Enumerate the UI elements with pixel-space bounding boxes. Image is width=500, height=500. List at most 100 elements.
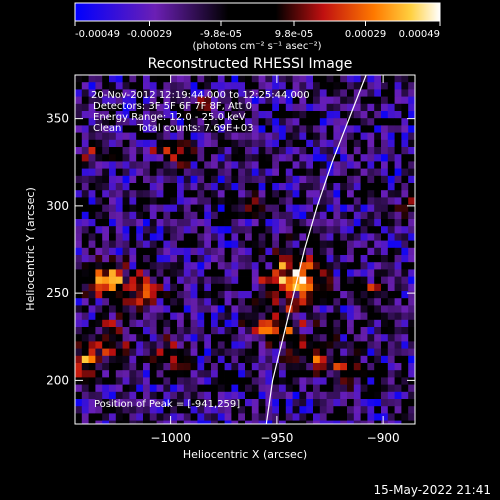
heatmap-cell <box>394 240 402 249</box>
heatmap-cell <box>204 226 212 234</box>
heatmap-cell <box>401 175 409 184</box>
colorbar-tick-label: 0.00049 <box>399 29 440 40</box>
heatmap-cell <box>156 96 164 105</box>
heatmap-cell <box>197 269 205 277</box>
heatmap-cell <box>143 312 151 321</box>
heatmap-cell <box>197 399 205 407</box>
heatmap-cell <box>313 75 321 83</box>
heatmap-cell <box>211 168 219 177</box>
heatmap-cell <box>285 132 293 141</box>
heatmap-cell <box>347 341 355 349</box>
heatmap-cell <box>285 118 293 126</box>
heatmap-cell <box>340 291 348 299</box>
heatmap-cell <box>177 247 185 256</box>
heatmap-cell <box>238 190 246 198</box>
heatmap-cell <box>115 319 123 328</box>
heatmap-cell <box>401 139 409 148</box>
heatmap-cell <box>231 82 239 90</box>
heatmap-cell <box>156 384 164 393</box>
heatmap-cell <box>149 420 157 424</box>
heatmap-cell <box>360 175 368 184</box>
heatmap-cell <box>170 413 178 421</box>
heatmap-cell <box>149 197 157 205</box>
heatmap-cell <box>177 420 185 424</box>
heatmap-cell <box>204 233 212 241</box>
heatmap-cell <box>319 111 327 119</box>
heatmap-cell <box>143 341 151 349</box>
heatmap-cell <box>272 327 280 335</box>
heatmap-cell <box>149 103 157 112</box>
heatmap-cell <box>204 291 212 299</box>
heatmap-cell <box>353 125 361 133</box>
heatmap-cell <box>306 240 314 249</box>
heatmap-cell <box>88 348 96 357</box>
heatmap-cell <box>340 125 348 133</box>
heatmap-cell <box>149 139 157 148</box>
heatmap-cell <box>183 319 191 328</box>
heatmap-cell <box>122 147 130 155</box>
heatmap-cell <box>353 391 361 400</box>
heatmap-cell <box>306 269 314 277</box>
heatmap-cell <box>306 327 314 335</box>
heatmap-cell <box>163 197 171 205</box>
heatmap-cell <box>313 312 321 321</box>
heatmap-cell <box>238 89 246 97</box>
heatmap-cell <box>299 168 307 177</box>
heatmap-cell <box>279 363 287 371</box>
heatmap-cell <box>170 168 178 177</box>
heatmap-cell <box>231 283 239 292</box>
heatmap-cell <box>299 327 307 335</box>
heatmap-cell <box>102 384 110 393</box>
heatmap-cell <box>326 139 334 148</box>
heatmap-cell <box>136 96 144 105</box>
heatmap-cell <box>333 269 341 277</box>
heatmap-cell <box>299 147 307 155</box>
heatmap-cell <box>381 89 389 97</box>
heatmap-cell <box>340 226 348 234</box>
heatmap-cell <box>109 132 117 141</box>
heatmap-cell <box>353 204 361 213</box>
heatmap-cell <box>231 413 239 421</box>
heatmap-cell <box>381 75 389 83</box>
heatmap-cell <box>231 298 239 306</box>
heatmap-cell <box>204 154 212 162</box>
heatmap-cell <box>95 399 103 407</box>
heatmap-cell <box>340 355 348 364</box>
heatmap-cell <box>95 204 103 213</box>
heatmap-cell <box>95 190 103 198</box>
heatmap-cell <box>319 348 327 357</box>
heatmap-cell <box>347 226 355 234</box>
heatmap-cell <box>353 420 361 424</box>
heatmap-cell <box>136 132 144 141</box>
heatmap-cell <box>340 204 348 213</box>
heatmap-cell <box>387 262 395 270</box>
heatmap-cell <box>217 298 225 306</box>
heatmap-cell <box>258 240 266 249</box>
heatmap-cell <box>122 204 130 213</box>
heatmap-cell <box>170 377 178 385</box>
heatmap-cell <box>272 334 280 342</box>
heatmap-cell <box>387 291 395 299</box>
heatmap-cell <box>109 391 117 400</box>
heatmap-cell <box>129 204 137 213</box>
heatmap-cell <box>279 269 287 277</box>
heatmap-cell <box>102 341 110 349</box>
heatmap-cell <box>258 89 266 97</box>
heatmap-cell <box>163 175 171 184</box>
heatmap-cell <box>177 399 185 407</box>
heatmap-cell <box>149 219 157 227</box>
heatmap-cell <box>170 348 178 357</box>
heatmap-cell <box>272 341 280 349</box>
heatmap-cell <box>326 226 334 234</box>
heatmap-cell <box>306 420 314 424</box>
heatmap-cell <box>88 197 96 205</box>
heatmap-cell <box>95 183 103 191</box>
heatmap-cell <box>88 276 96 285</box>
heatmap-cell <box>163 348 171 357</box>
heatmap-cell <box>156 82 164 90</box>
heatmap-cell <box>381 262 389 270</box>
heatmap-cell <box>401 384 409 393</box>
heatmap-cell <box>75 204 83 213</box>
heatmap-cell <box>197 82 205 90</box>
heatmap-cell <box>326 219 334 227</box>
